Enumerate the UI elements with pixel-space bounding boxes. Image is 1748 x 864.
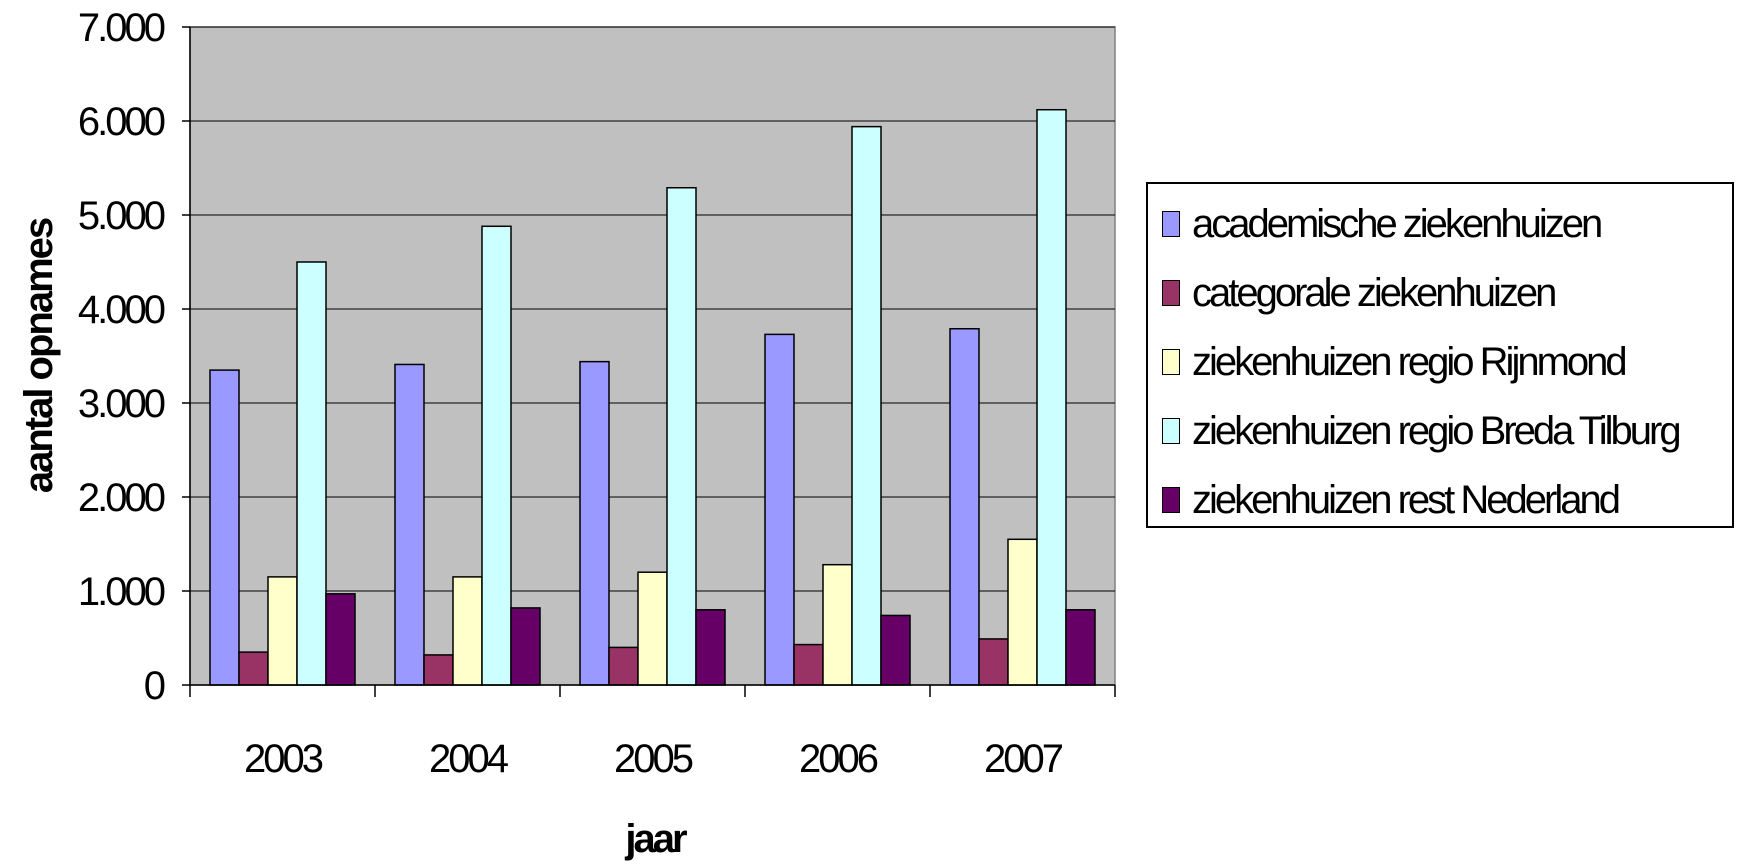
legend-swatch xyxy=(1162,280,1180,306)
bar xyxy=(209,369,240,686)
bar xyxy=(1065,609,1096,686)
legend-label: academische ziekenhuizen xyxy=(1192,201,1603,246)
bar xyxy=(267,576,298,686)
bars xyxy=(209,108,1096,686)
legend-item: academische ziekenhuizen xyxy=(1162,200,1603,248)
bar xyxy=(764,333,795,686)
bar xyxy=(978,638,1009,686)
x-tick-label: 2003 xyxy=(244,737,323,781)
bar xyxy=(325,593,356,686)
bar xyxy=(296,261,327,686)
bar xyxy=(1036,108,1067,686)
x-tick-label: 2004 xyxy=(429,737,509,781)
bar xyxy=(1007,538,1038,686)
bar xyxy=(510,607,541,686)
y-axis-label: aantal opnames xyxy=(17,218,61,493)
y-tick-label: 0 xyxy=(144,664,165,708)
legend: academische ziekenhuizen categorale zieke… xyxy=(1146,182,1734,528)
legend-item: ziekenhuizen regio Rijnmond xyxy=(1162,338,1628,386)
bar xyxy=(793,643,824,686)
legend-item: ziekenhuizen rest Nederland xyxy=(1162,476,1621,524)
legend-label: categorale ziekenhuizen xyxy=(1192,270,1557,315)
y-tick-label: 5.000 xyxy=(78,194,165,238)
legend-swatch xyxy=(1162,487,1180,513)
legend-label: ziekenhuizen regio Rijnmond xyxy=(1192,339,1628,384)
bar xyxy=(822,563,853,686)
legend-swatch xyxy=(1162,349,1180,375)
x-tick-label: 2005 xyxy=(614,737,693,781)
bar xyxy=(579,360,610,686)
y-tick-label: 7.000 xyxy=(78,6,165,50)
bar xyxy=(394,363,425,686)
legend-label: ziekenhuizen rest Nederland xyxy=(1192,477,1621,522)
bar xyxy=(481,225,512,686)
legend-item: categorale ziekenhuizen xyxy=(1162,269,1557,317)
bar xyxy=(423,654,454,686)
legend-item: ziekenhuizen regio Breda Tilburg xyxy=(1162,407,1682,455)
y-tick-label: 6.000 xyxy=(78,100,165,144)
legend-swatch xyxy=(1162,211,1180,237)
x-axis-label: jaar xyxy=(624,817,687,861)
legend-swatch xyxy=(1162,418,1180,444)
bar xyxy=(880,614,911,686)
x-tick-label: 2006 xyxy=(799,737,878,781)
bar xyxy=(238,651,269,686)
bar xyxy=(949,327,980,686)
bar xyxy=(666,186,697,686)
x-tick-label: 2007 xyxy=(984,737,1063,781)
y-tick-label: 4.000 xyxy=(78,288,165,332)
y-tick-label: 2.000 xyxy=(78,476,165,520)
axes xyxy=(182,26,1116,697)
bar xyxy=(608,646,639,686)
y-tick-label: 3.000 xyxy=(78,382,165,426)
bar xyxy=(637,571,668,686)
legend-label: ziekenhuizen regio Breda Tilburg xyxy=(1192,408,1682,453)
bar xyxy=(452,576,483,686)
y-tick-label: 1.000 xyxy=(78,570,165,614)
bar xyxy=(851,125,882,686)
bar xyxy=(695,609,726,686)
